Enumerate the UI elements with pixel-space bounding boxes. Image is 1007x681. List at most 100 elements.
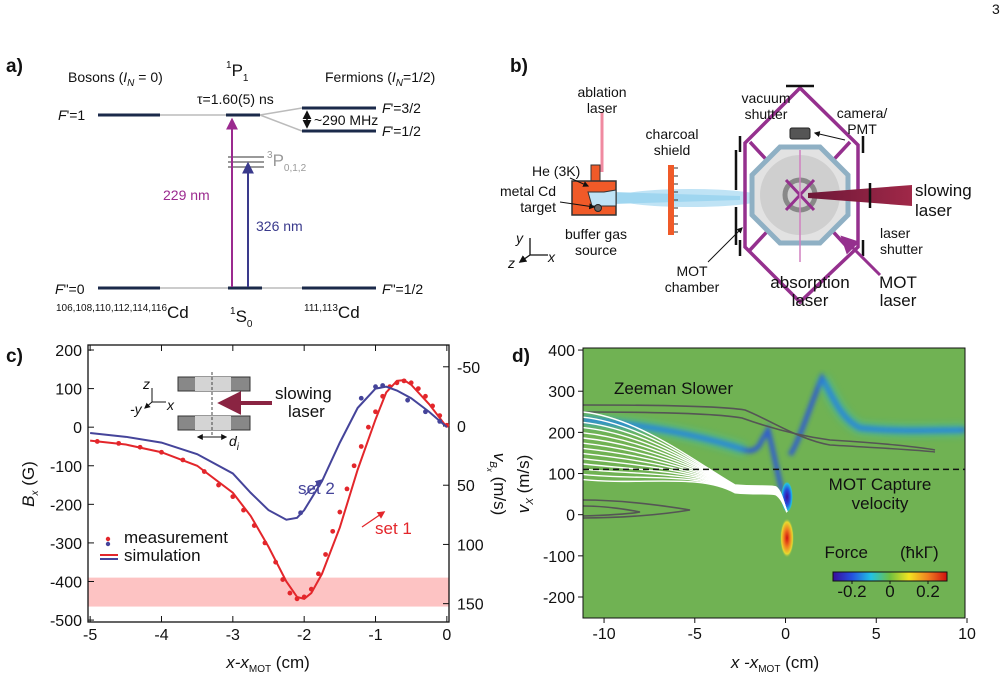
- text-part: F: [382, 123, 392, 139]
- plot-frame: [582, 347, 966, 619]
- text-part: absorption: [770, 273, 849, 292]
- contour: [583, 411, 936, 451]
- charcoal-shield: [668, 165, 674, 235]
- y2-tick-label: 150: [457, 597, 484, 614]
- inset-shape: [195, 377, 231, 391]
- label: vacuum shutter: [741, 90, 790, 122]
- text-part: "=0: [64, 281, 85, 297]
- x-tick-label: -2: [297, 627, 311, 644]
- inset-axis: x: [166, 397, 175, 413]
- measurement-point: [273, 559, 279, 565]
- text-part: 0,1,2: [284, 163, 307, 174]
- heatmap-features: [583, 372, 965, 558]
- text-part: I: [123, 69, 127, 85]
- label: ablation laser: [577, 84, 626, 116]
- panel-label: a): [6, 56, 23, 77]
- measurement-point: [405, 397, 411, 403]
- text-part: laser: [587, 100, 618, 116]
- measurement-point: [437, 418, 443, 424]
- y-tick-label: 0: [73, 420, 82, 437]
- text-part: P: [232, 61, 243, 80]
- measurement-point: [323, 552, 328, 557]
- panel-label: d): [512, 346, 530, 367]
- text-part: S: [236, 307, 247, 326]
- measurement-point: [241, 507, 246, 513]
- text-part: shutter: [880, 241, 923, 257]
- label: MOT chamber: [665, 263, 720, 295]
- text-part: x: [30, 489, 41, 496]
- inset-axis: z: [142, 376, 150, 392]
- y-tick-label: -100: [50, 459, 82, 476]
- x-tick-label: -4: [154, 627, 168, 644]
- measurement-point: [401, 378, 407, 384]
- text-part: (cm): [271, 653, 310, 672]
- text-part: 106,108,110,112,114,116: [56, 303, 167, 314]
- text-part: source: [575, 242, 617, 258]
- measurement-point: [373, 384, 378, 390]
- bosons-label: Bosons (IN = 0): [68, 69, 163, 89]
- x-axis-label: x -xMOT (cm): [730, 653, 819, 675]
- text-part: slowing: [915, 181, 972, 200]
- level-connectors: [160, 107, 303, 289]
- y-tick-label: -400: [50, 574, 82, 591]
- x-tick-label: -3: [226, 627, 240, 644]
- text-part: chamber: [665, 279, 720, 295]
- shape: y z x: [507, 230, 556, 271]
- simulation-line: [90, 385, 448, 521]
- text-part: MOT: [879, 273, 917, 292]
- cd-target: [594, 204, 602, 212]
- text-part: laser: [792, 291, 829, 310]
- text-part: 1: [243, 73, 249, 84]
- triplet-levels: [228, 156, 264, 168]
- measurement-point: [294, 596, 300, 602]
- y2-axis-label: vBx (m/s): [485, 453, 509, 516]
- text-part: (cm): [780, 653, 819, 672]
- text-part: Bosons (: [68, 69, 124, 85]
- measurement-point: [201, 469, 207, 474]
- energy-levels: [98, 106, 376, 290]
- y-tick-label: 200: [548, 425, 575, 442]
- pointer: [707, 227, 743, 263]
- lifetime: τ=1.60(5) ns: [197, 91, 274, 107]
- isotope-label: 111,113Cd: [304, 303, 360, 322]
- mirrors: [738, 84, 865, 256]
- force-blob: [780, 518, 794, 558]
- mot-laser-arrow: [840, 235, 882, 277]
- force-blob: [781, 481, 793, 513]
- pointer: [569, 177, 590, 187]
- charcoal-shield: [674, 167, 678, 233]
- series-label: set 1: [375, 519, 412, 538]
- label: slowing laser: [915, 181, 972, 220]
- measurement-point: [94, 439, 100, 444]
- y-tick-label: -200: [50, 497, 82, 514]
- x-tick-label: -5: [688, 626, 702, 643]
- legend-label: measurement: [124, 528, 228, 547]
- label: metal Cd target: [500, 183, 556, 215]
- text-part: shield: [654, 142, 691, 158]
- y-tick-label: 100: [548, 467, 575, 484]
- text-part: N: [396, 78, 404, 89]
- text-part: x: [485, 467, 494, 473]
- text-part: MOT: [758, 664, 780, 675]
- colorbar-label: Force: [825, 543, 868, 562]
- axis-label: z: [507, 255, 515, 271]
- label: buffer gas source: [565, 226, 627, 258]
- text-part: =1/2): [403, 69, 435, 85]
- measurement-point: [423, 409, 428, 415]
- text-part: MOT: [249, 664, 271, 675]
- text-part: X: [525, 498, 536, 506]
- y-tick-label: 0: [566, 508, 575, 525]
- molecular-beam: [612, 192, 740, 204]
- fill-line: [590, 164, 601, 183]
- text-part: v: [514, 503, 533, 513]
- measurement-point: [344, 486, 350, 492]
- y-tick-label: 200: [55, 343, 82, 360]
- inset-shape: [195, 416, 231, 430]
- panel-label: c): [6, 346, 23, 367]
- y-axis-label: vX (m/s): [514, 455, 536, 514]
- text-part: Cd: [338, 303, 360, 322]
- inset-axes: [145, 388, 166, 408]
- text-part: F: [58, 107, 68, 123]
